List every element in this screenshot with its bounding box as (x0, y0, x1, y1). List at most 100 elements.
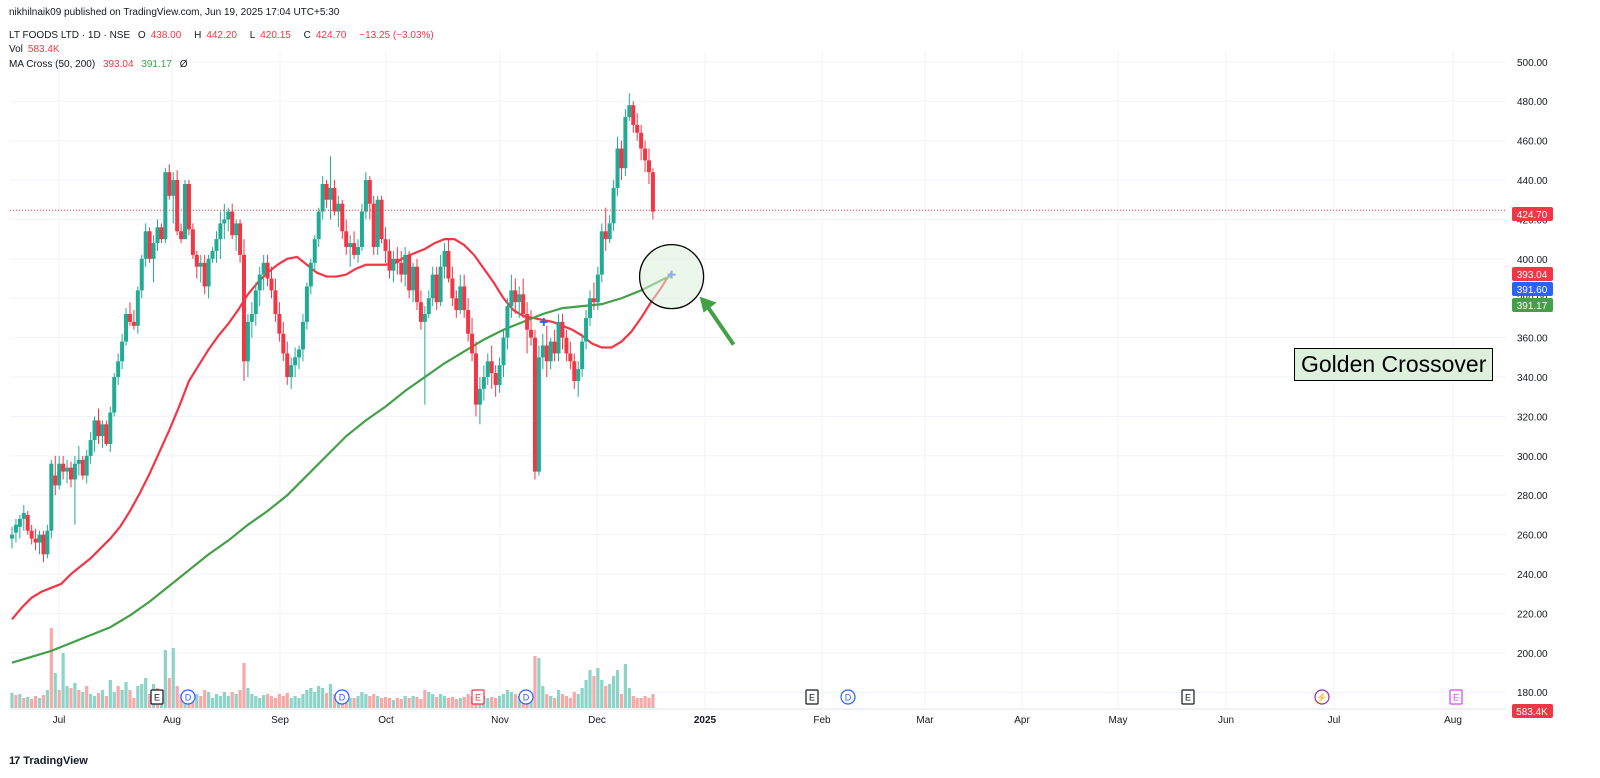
candle-body (450, 278, 455, 299)
candle-body (462, 286, 467, 311)
candle-body (646, 160, 651, 173)
candle-body (241, 254, 246, 362)
candle-body (21, 512, 26, 519)
change-value: −13.25 (−3.03%) (359, 30, 434, 41)
volume-bar (61, 653, 65, 708)
candle-body (194, 254, 199, 267)
candle-body (234, 223, 239, 236)
candle-body (493, 373, 498, 385)
candle-body (120, 341, 125, 362)
volume-bar (324, 693, 329, 708)
candle-body (529, 329, 534, 338)
candle-body (163, 172, 168, 240)
candle-body (446, 250, 451, 279)
candle-body (603, 231, 608, 240)
volume-bar (132, 698, 136, 708)
candle-body (265, 262, 270, 279)
candle-body (544, 345, 549, 362)
price-label-tag (1512, 282, 1553, 296)
y-tick-label: 360.00 (1517, 334, 1548, 345)
event-marker-label: E (809, 693, 815, 703)
candle-body (61, 463, 66, 472)
volume-bar (254, 696, 258, 708)
x-tick-label: Mar (916, 715, 934, 726)
volume-bar (124, 682, 128, 708)
candle-body (124, 314, 129, 342)
moving-average-lines (11, 238, 673, 664)
volume-bar (273, 698, 278, 708)
x-tick-label: 2025 (694, 715, 717, 726)
candle-body (108, 412, 113, 445)
volume-bars (10, 628, 655, 708)
volume-bar (438, 694, 443, 708)
candle-body (422, 314, 427, 322)
candle-body (501, 337, 506, 366)
y-tick-label: 500.00 (1517, 58, 1548, 69)
candle-body (572, 361, 577, 381)
volume-bar (407, 698, 411, 708)
candle-body (627, 105, 632, 118)
volume-bar (411, 696, 415, 708)
volume-bar (368, 696, 372, 708)
volume-bar (265, 694, 270, 708)
x-tick-label: Sep (271, 715, 289, 726)
candle-body (580, 341, 585, 370)
candle-body (238, 223, 243, 255)
candle-body (328, 187, 333, 200)
candle-body (340, 203, 345, 232)
tradingview-logo[interactable]: 17 TradingView (9, 755, 88, 767)
candle-body (359, 211, 364, 248)
candle-body (352, 243, 357, 255)
volume-bar (116, 686, 120, 708)
volume-bar (568, 698, 572, 708)
candle-body (532, 337, 537, 472)
volume-bar (234, 694, 238, 708)
volume-bar (238, 690, 242, 708)
candle-body (454, 298, 459, 311)
candle-body (25, 514, 30, 531)
candle-body (383, 239, 388, 251)
candle-body (414, 266, 419, 303)
volume-bar (513, 694, 517, 708)
tradingview-brand-name: TradingView (23, 755, 88, 767)
candle-body (304, 286, 309, 322)
volume-bar (372, 694, 376, 708)
price-label-text: 393.04 (1517, 270, 1548, 281)
candle-body (214, 239, 219, 251)
volume-bar (120, 690, 124, 708)
volume-bar (458, 698, 462, 708)
volume-bar (560, 694, 565, 708)
candle-body (434, 274, 439, 303)
vol-value: 583.4K (27, 44, 60, 55)
candle-body (379, 199, 384, 240)
ma-label: MA Cross (50, 200) (9, 59, 96, 70)
volume-bar (53, 673, 57, 708)
volume-bar (427, 692, 431, 708)
event-marker-box (150, 689, 164, 705)
volume-bar (576, 694, 580, 708)
price-label-tag (1512, 267, 1553, 281)
x-tick-label: Feb (813, 715, 831, 726)
x-tick-label: Nov (491, 715, 509, 726)
volume-bar (446, 698, 451, 708)
volume-bar (403, 696, 407, 708)
candle-body (411, 266, 416, 291)
event-marker-circle (518, 689, 534, 705)
volume-bar (226, 696, 230, 708)
event-marker-label: E (475, 693, 481, 703)
volume-bar (163, 650, 167, 708)
volume-bar (69, 688, 73, 708)
candle-body (371, 203, 376, 248)
volume-bar (195, 694, 199, 708)
volume-bar (553, 698, 557, 708)
candle-body (525, 314, 530, 330)
volume-bar (112, 692, 116, 708)
volume-bar (33, 696, 38, 708)
volume-bar (415, 697, 419, 708)
price-label-tag (1512, 704, 1553, 718)
candle-body (261, 262, 266, 275)
candle-body (230, 211, 235, 236)
volume-bar (533, 656, 537, 708)
candle-body (466, 310, 471, 334)
